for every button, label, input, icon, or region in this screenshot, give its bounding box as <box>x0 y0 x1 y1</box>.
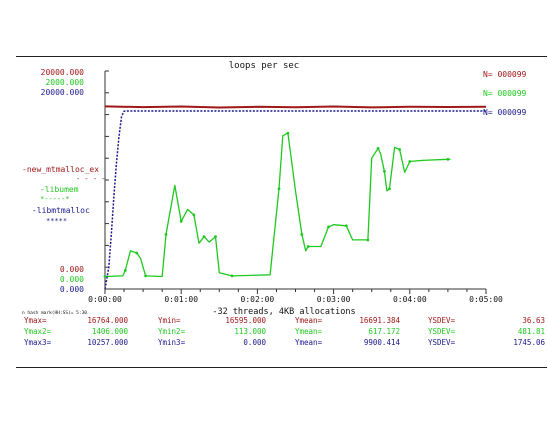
legend-new-mtmalloc-sample: - - - - <box>76 175 106 183</box>
chart-frame: loops per sec 20000.000 2000.000 20000.000… <box>16 56 547 368</box>
y-min-label: 0.000 <box>60 285 84 294</box>
stat-ymean-label: Ymean= <box>295 316 323 325</box>
stat-ymax-value: 1406.000 <box>92 327 129 336</box>
x-tick-label: 0:02:00 <box>241 295 275 304</box>
n-count-label: N= 000099 <box>483 89 527 98</box>
libumem-point <box>300 233 304 236</box>
stat-ymax-label: Ymax2= <box>24 327 52 336</box>
stat-ysdev-value: 481.81 <box>518 327 545 336</box>
libumem-point <box>388 187 391 191</box>
chart-title: loops per sec <box>229 61 299 71</box>
libumem-point <box>286 131 290 135</box>
stat-ymax-label: Ymax= <box>24 316 47 325</box>
legend-new-mtmalloc: -new_mtmalloc_ex <box>22 165 99 174</box>
stat-ymin-label: Ymin= <box>158 316 181 325</box>
legend-libumem: -libumem <box>40 185 79 194</box>
legend-libmtmalloc: -libmtmalloc <box>32 206 90 215</box>
libumem-point <box>103 275 107 278</box>
libumem-point <box>230 274 234 278</box>
stat-ymax-label: Ymax3= <box>24 338 52 347</box>
x-tick-label: 0:00:00 <box>88 295 122 304</box>
n-count-label: N= 000099 <box>483 108 527 117</box>
stat-ymean-value: 617.172 <box>368 327 400 336</box>
x-axis-label: -32 threads, 4KB allocations <box>212 307 355 317</box>
x-tick-label: 0:01:00 <box>164 295 198 304</box>
libumem-point <box>366 238 370 242</box>
y-max-label: 2000.000 <box>45 78 84 87</box>
libumem-point <box>376 146 380 150</box>
stat-ymax-value: 16764.000 <box>87 316 128 325</box>
stat-ymean-label: Ymean= <box>295 327 323 336</box>
libumem-point <box>446 157 450 161</box>
stat-ysdev-value: 1745.06 <box>513 338 545 347</box>
series-line-new-mtmalloc <box>104 105 487 109</box>
x-tick-label: 0:05:00 <box>469 295 503 304</box>
stat-ymin-value: 0.000 <box>243 338 266 347</box>
stat-ymean-value: 16691.384 <box>359 316 400 325</box>
libumem-point <box>306 245 310 248</box>
legend-libumem-sample: *-----* <box>40 195 70 203</box>
stat-ysdev-value: 36.63 <box>522 316 545 325</box>
libumem-point <box>202 235 206 239</box>
y-max-label: 20000.000 <box>41 88 85 97</box>
libumem-point <box>408 160 412 163</box>
stat-ysdev-label: YSDEV= <box>428 316 456 325</box>
libumem-point <box>135 251 139 255</box>
legend-libmtmalloc-sample: ***** <box>46 217 67 225</box>
y-min-label: 0.000 <box>60 265 84 274</box>
n-count-label: N= 000099 <box>483 70 527 79</box>
libumem-point <box>144 274 148 278</box>
libumem-point <box>123 269 127 272</box>
y-max-label: 20000.000 <box>41 68 85 77</box>
y-min-label: 0.000 <box>60 275 84 284</box>
series-line-libmtmalloc <box>104 110 486 290</box>
stat-ymin-value: 16595.000 <box>225 316 266 325</box>
x-tick-label: 0:04:00 <box>393 295 427 304</box>
chart-canvas: loops per sec 20000.0002000.00020000.000… <box>22 61 545 347</box>
libumem-point <box>214 235 217 239</box>
libumem-point <box>383 169 386 173</box>
stat-ymean-value: 9900.414 <box>364 338 401 347</box>
stat-ymin-value: 113.000 <box>234 327 266 336</box>
stat-ymin-label: Ymin3= <box>158 338 186 347</box>
libumem-point <box>277 187 281 191</box>
libumem-point <box>179 220 183 223</box>
hash-mark-note: n hash mark(HH:SS)= 5:30 <box>22 310 87 316</box>
libumem-point <box>344 224 348 228</box>
libumem-point <box>327 225 330 229</box>
libumem-point <box>398 148 402 151</box>
libumem-point <box>192 213 196 217</box>
series-line-libumem <box>104 132 451 278</box>
stat-ymax-value: 10257.000 <box>87 338 128 347</box>
stat-ymin-label: Ymin2= <box>158 327 186 336</box>
stat-ymean-label: Ymean= <box>295 338 323 347</box>
libumem-point <box>164 233 168 236</box>
x-tick-label: 0:03:00 <box>317 295 351 304</box>
stat-ysdev-label: YSDEV= <box>428 327 456 336</box>
stat-ysdev-label: YSDEV= <box>428 338 456 347</box>
